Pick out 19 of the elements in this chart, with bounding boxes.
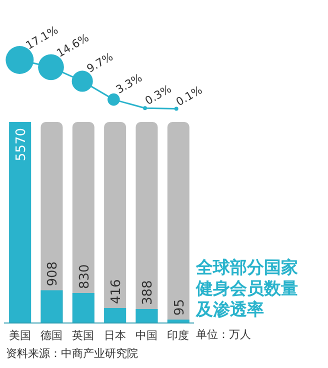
- data-label: 908: [46, 261, 61, 286]
- data-label: 830: [77, 264, 92, 290]
- data-label: 95: [172, 299, 188, 316]
- data-label: 416: [109, 279, 124, 304]
- x-tick-label: 德国: [40, 328, 62, 342]
- x-tick-label: 英国: [72, 328, 94, 342]
- x-tick-label: 美国: [8, 328, 31, 342]
- text: 单位：万人: [196, 327, 251, 342]
- x-tick-label: 印度: [167, 328, 190, 342]
- text: 资料来源：中商产业研究院: [6, 346, 138, 361]
- bar: [40, 290, 63, 323]
- bar: [136, 309, 158, 323]
- bar: [104, 308, 126, 323]
- data-label: 5570: [14, 128, 30, 162]
- text: 全球部分国家健身会员数量及渗透率: [196, 258, 299, 321]
- data-label: 388: [140, 280, 156, 305]
- x-tick-label: 日本: [104, 328, 126, 342]
- x-tick-label: 中国: [136, 328, 158, 342]
- bar: [72, 293, 94, 323]
